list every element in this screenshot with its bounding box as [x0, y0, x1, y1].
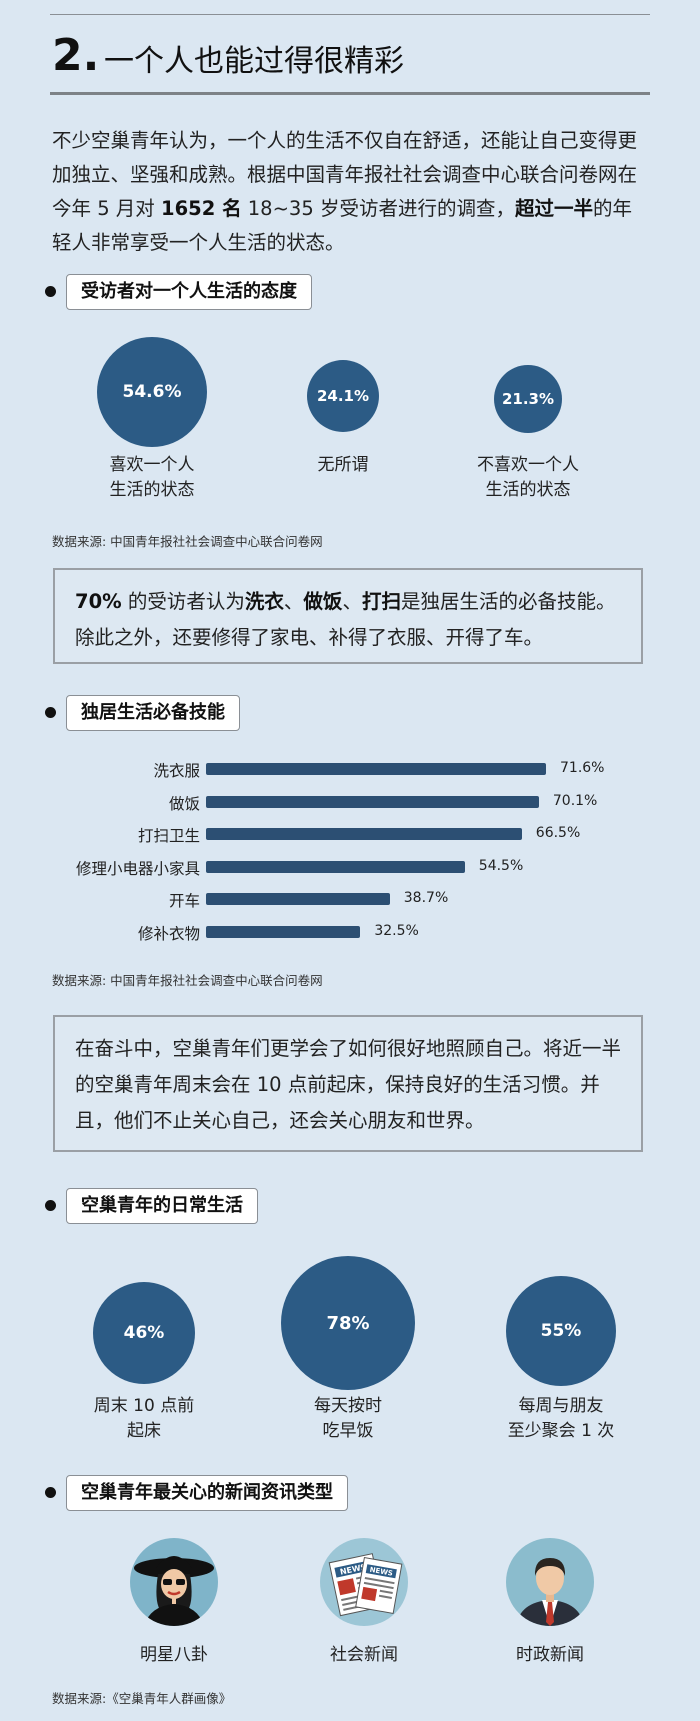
intro-paragraph: 不少空巢青年认为，一个人的生活不仅自在舒适，还能让自己变得更加独立、坚强和成熟。…	[52, 129, 638, 254]
bar-label: 做饭	[168, 794, 200, 813]
newspaper-icon: NEWS NEWS	[320, 1538, 408, 1626]
bar-value-label: 66.5%	[535, 825, 581, 842]
section-label-skills: 独居生活必备技能	[66, 695, 240, 731]
stat-caption-weekend-early: 周末 10 点前 起床	[93, 1396, 195, 1441]
bar-label: 修理小电器小家具	[75, 859, 200, 878]
stat-bubble-breakfast: 78%	[281, 1256, 415, 1390]
news-type-caption: 时政新闻	[516, 1645, 584, 1665]
bullet-dot	[45, 1487, 56, 1498]
bar-label: 开车	[168, 892, 200, 911]
bar-value-label: 70.1%	[552, 792, 598, 809]
section-label-news-types: 空巢青年最关心的新闻资讯类型	[66, 1475, 348, 1511]
celebrity-icon	[130, 1538, 218, 1626]
bar-value-label: 71.6%	[560, 760, 605, 776]
stat-caption-dislike: 不喜欢一个人 生活的状态	[477, 455, 579, 500]
section-label-attitude: 受访者对一个人生活的态度	[66, 274, 312, 310]
bar-label: 洗衣服	[153, 762, 200, 780]
top-rule	[50, 14, 650, 15]
politician-icon	[506, 1538, 594, 1626]
respondent-count: 1652 名	[161, 197, 242, 220]
bar-label: 修补衣物	[137, 925, 200, 943]
stat-bubble-friends: 55%	[506, 1276, 616, 1386]
callout-self-care: 在奋斗中，空巢青年们更学会了如何很好地照顾自己。将近一半的空巢青年周末会在 10…	[53, 1015, 643, 1152]
data-source: 数据来源:《空巢青年人群画像》	[52, 1691, 232, 1706]
bar-value-label: 38.7%	[403, 890, 449, 907]
bar-1	[206, 795, 539, 808]
bar-label: 打扫卫生	[137, 827, 200, 846]
newspaper-word: NEWS	[369, 1566, 393, 1578]
majority-highlight: 超过一半	[514, 197, 593, 220]
bullet-dot	[45, 1200, 56, 1211]
bar-5	[206, 926, 361, 938]
page-title: 一个人也能过得很精彩	[104, 44, 404, 79]
bar-value-label: 32.5%	[374, 923, 419, 939]
bar-0	[206, 763, 546, 775]
news-type-caption: 社会新闻	[330, 1645, 398, 1665]
callout-skills: 70% 的受访者认为洗衣、做饭、打扫是独居生活的必备技能。除此之外，还要修得了家…	[53, 568, 643, 664]
stat-bubble-like: 54.6%	[97, 337, 207, 447]
stat-caption-friends: 每周与朋友 至少聚会 1 次	[507, 1396, 615, 1441]
bar-3	[206, 860, 465, 873]
bar-2	[206, 828, 522, 841]
news-type-caption: 明星八卦	[140, 1645, 208, 1665]
stat-caption-breakfast: 每天按时 吃早饭	[314, 1396, 382, 1441]
data-source: 数据来源: 中国青年报社社会调查中心联合问卷网	[52, 534, 323, 549]
bullet-dot	[45, 286, 56, 297]
stat-bubble-dislike: 21.3%	[494, 365, 562, 433]
bar-value-label: 54.5%	[478, 857, 524, 874]
data-source: 数据来源: 中国青年报社社会调查中心联合问卷网	[52, 973, 323, 988]
bullet-dot	[45, 707, 56, 718]
stat-caption-indifferent: 无所谓	[317, 455, 369, 475]
section-number: 2.	[52, 30, 100, 81]
stat-bubble-weekend-early: 46%	[93, 1282, 195, 1384]
title-underline	[50, 92, 650, 95]
stat-bubble-indifferent: 24.1%	[307, 360, 379, 432]
bar-4	[206, 893, 390, 906]
section-label-daily-life: 空巢青年的日常生活	[66, 1188, 258, 1224]
stat-caption-like: 喜欢一个人 生活的状态	[109, 455, 195, 500]
